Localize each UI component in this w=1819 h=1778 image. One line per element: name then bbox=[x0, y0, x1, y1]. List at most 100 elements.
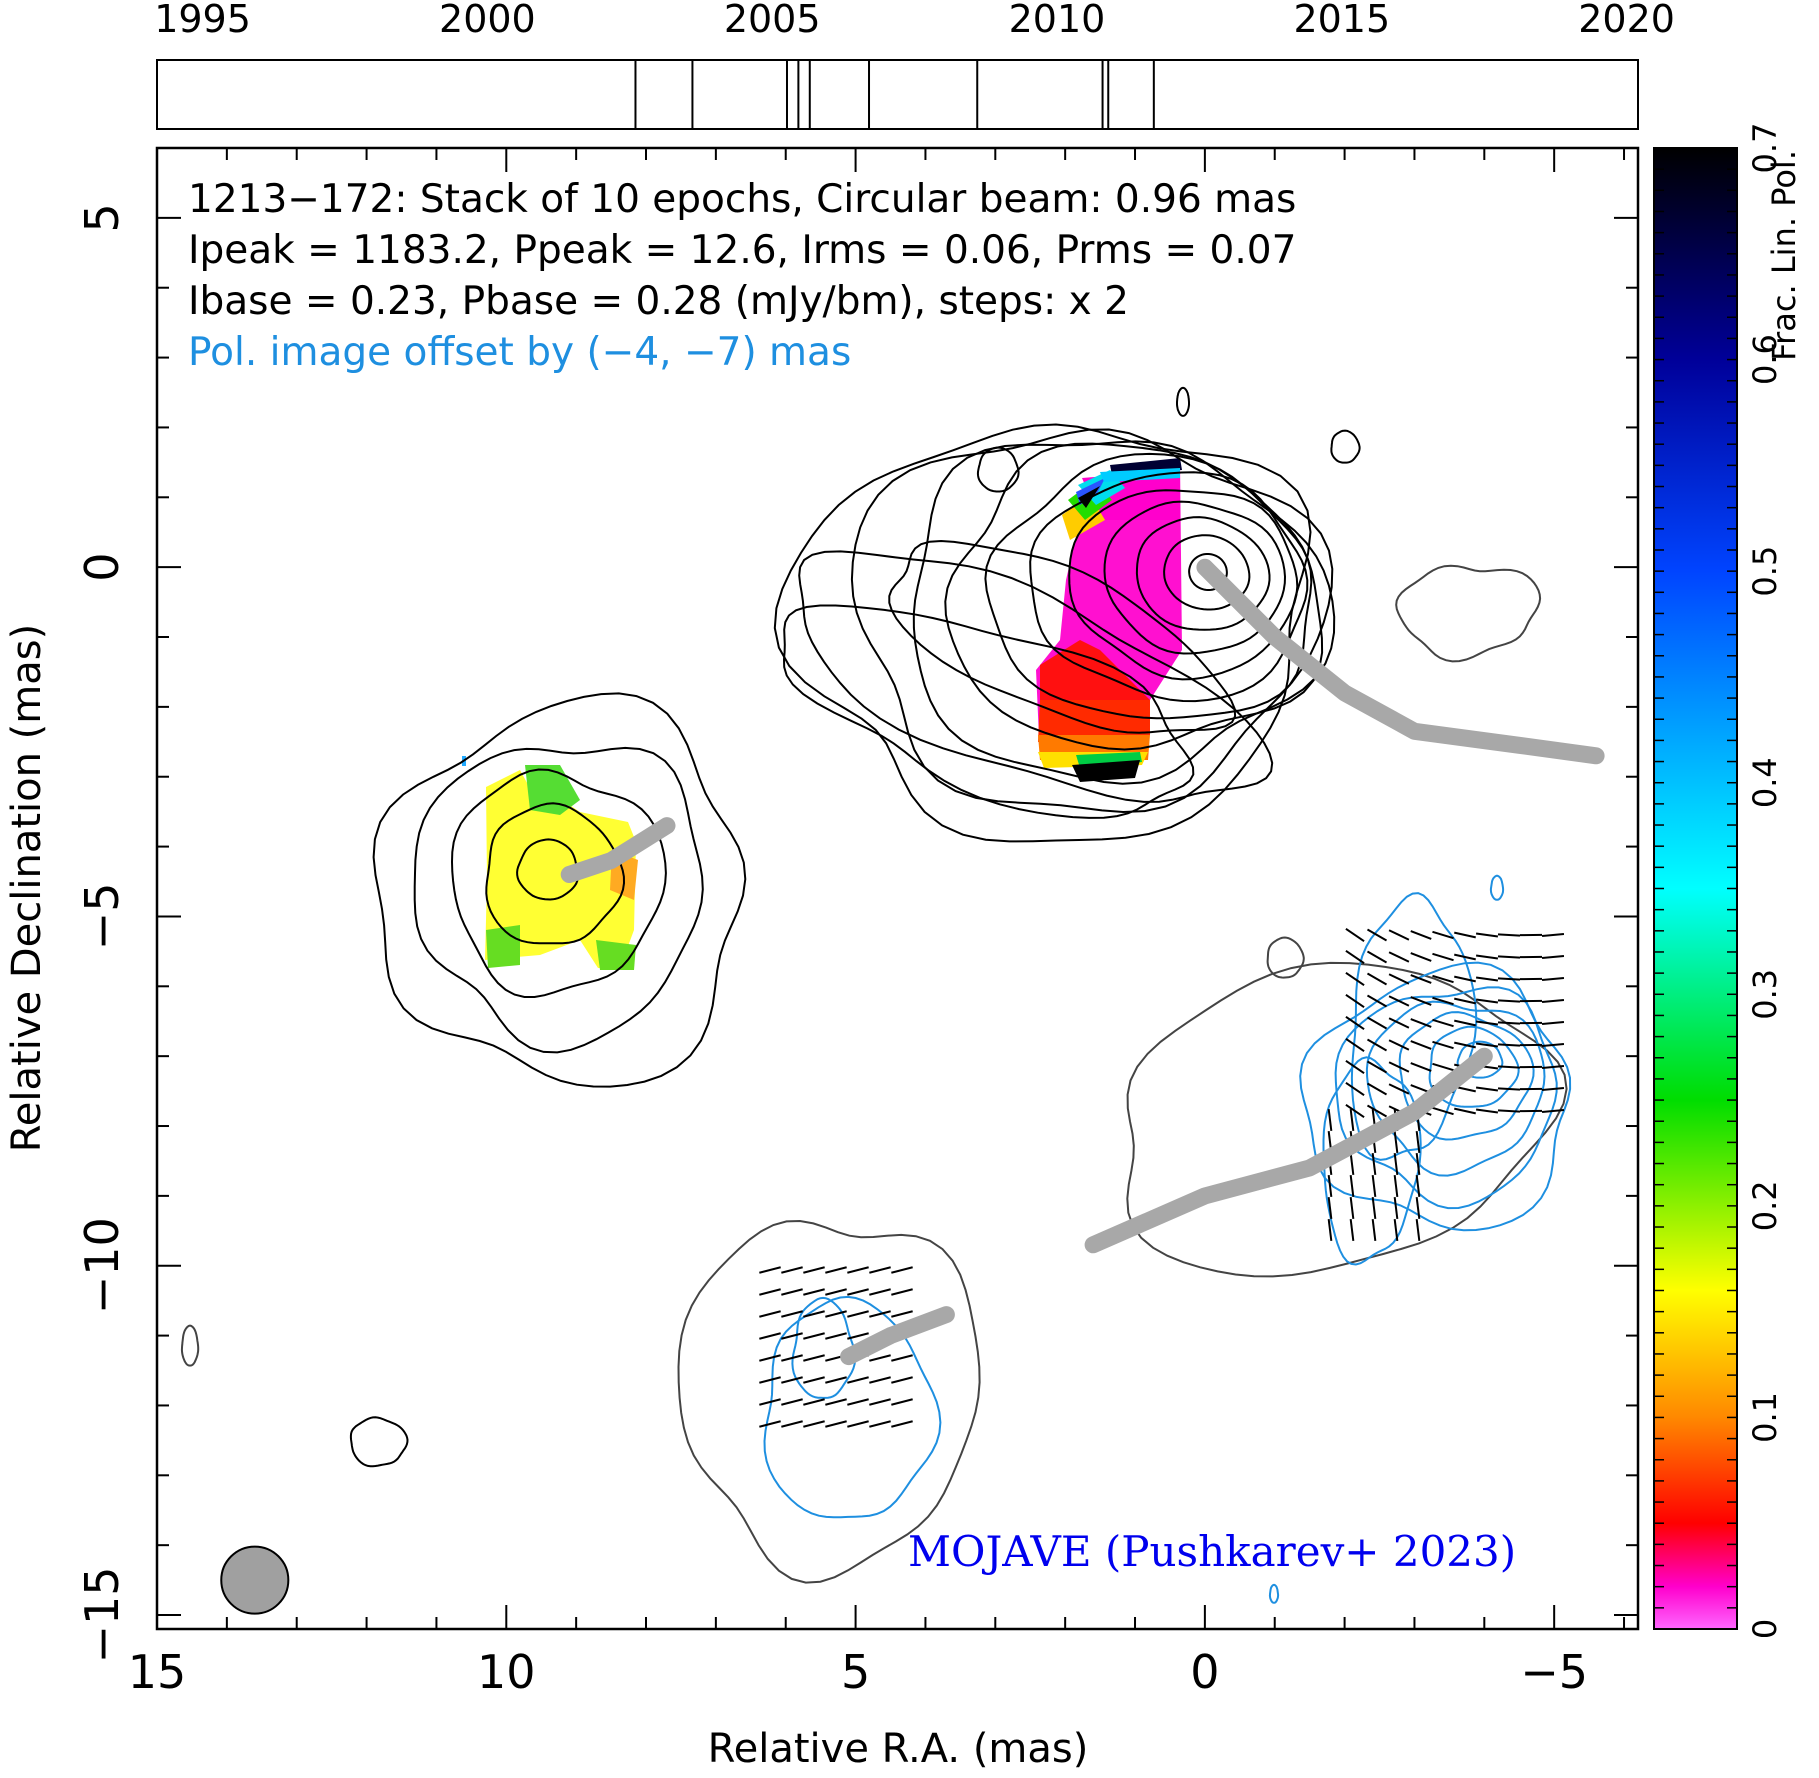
evpa-tick bbox=[1345, 949, 1365, 965]
evpa-tick bbox=[1388, 1017, 1410, 1029]
evpa-tick bbox=[1366, 950, 1388, 964]
evpa-tick bbox=[1371, 1152, 1377, 1176]
ridgeline bbox=[1196, 558, 1605, 765]
timeline-tick-label: 2000 bbox=[439, 0, 536, 41]
evpa-tick bbox=[1541, 1064, 1565, 1070]
colorbar-tick-label: 0.6 bbox=[1746, 334, 1784, 385]
x-tick-label: −5 bbox=[1520, 1645, 1588, 1699]
timeline-panel: 1995 2000 2005 2010 2015 2020 bbox=[154, 0, 1675, 130]
evpa-tick bbox=[1366, 972, 1388, 986]
evpa-tick bbox=[825, 1420, 847, 1428]
evpa-tick bbox=[847, 1420, 869, 1428]
title-line-2: Ipeak = 1183.2, Ppeak = 12.6, Irms = 0.0… bbox=[188, 228, 1296, 273]
evpa-tick bbox=[1366, 928, 1388, 942]
stokes-i-contour bbox=[798, 550, 1274, 803]
map-panel: 15 10 5 0 −5 −15 −10 −5 0 5 1213−172: Stack of 1… bbox=[4, 146, 1640, 1772]
evpa-tick bbox=[1327, 1174, 1333, 1198]
evpa-tick bbox=[1371, 1218, 1377, 1242]
evpa-tick bbox=[825, 1376, 847, 1384]
x-tick-label: 5 bbox=[841, 1645, 870, 1699]
y-tick-label: −10 bbox=[75, 1217, 129, 1314]
colorbar-tick-label: 0.5 bbox=[1746, 546, 1784, 597]
evpa-tick bbox=[1497, 1043, 1521, 1047]
timeline-tick-label: 2020 bbox=[1578, 0, 1675, 41]
evpa-tick bbox=[825, 1310, 847, 1318]
stokes-i-contour bbox=[1188, 553, 1228, 591]
evpa-tick bbox=[1349, 1218, 1355, 1242]
evpa-tick bbox=[1345, 927, 1365, 943]
timeline-tick-label: 1995 bbox=[154, 0, 251, 41]
evpa-tick bbox=[1393, 1218, 1399, 1242]
y-tick-label: −15 bbox=[75, 1566, 129, 1663]
evpa-tick bbox=[1345, 1081, 1365, 1097]
evpa-tick bbox=[869, 1354, 891, 1362]
evpa-tick bbox=[759, 1354, 781, 1362]
evpa-tick bbox=[1366, 1060, 1388, 1074]
evpa-tick bbox=[1432, 1062, 1454, 1072]
evpa-tick bbox=[847, 1266, 869, 1274]
evpa-tick bbox=[1475, 932, 1499, 938]
evpa-tick bbox=[781, 1420, 803, 1428]
evpa-tick bbox=[1388, 1039, 1410, 1051]
evpa-tick bbox=[803, 1310, 825, 1318]
evpa-tick bbox=[1388, 951, 1410, 963]
evpa-tick bbox=[1541, 1020, 1565, 1026]
evpa-tick bbox=[759, 1376, 781, 1384]
evpa-tick bbox=[869, 1288, 891, 1296]
stokes-i-contour bbox=[850, 428, 1334, 814]
evpa-tick bbox=[1349, 1196, 1355, 1220]
title-line-3: Ibase = 0.23, Pbase = 0.28 (mJy/bm), ste… bbox=[188, 279, 1129, 324]
pol-i-contour bbox=[1266, 936, 1305, 979]
ridgeline bbox=[840, 1306, 955, 1366]
fracpol-knot-pixels bbox=[462, 756, 638, 970]
evpa-tick bbox=[891, 1398, 913, 1406]
stokes-i-contour bbox=[1163, 534, 1251, 611]
evpa-tick bbox=[1497, 1087, 1521, 1091]
evpa-tick bbox=[1366, 1038, 1388, 1052]
evpa-tick bbox=[1432, 1040, 1454, 1050]
colorbar-ticks: 0 0.1 0.2 0.3 0.4 0.5 0.6 0.7 bbox=[1746, 123, 1784, 1640]
evpa-tick bbox=[803, 1288, 825, 1296]
colorbar-tick-label: 0.3 bbox=[1746, 969, 1784, 1020]
evpa-tick bbox=[1345, 1059, 1365, 1075]
evpa-tick bbox=[847, 1376, 869, 1384]
evpa-tick bbox=[1327, 1218, 1333, 1242]
evpa-tick bbox=[1454, 1107, 1476, 1115]
pol-i-contour bbox=[180, 1324, 200, 1367]
evpa-tick bbox=[1393, 1130, 1399, 1154]
stokes-i-contour bbox=[413, 746, 704, 1054]
evpa-tick bbox=[1541, 1086, 1565, 1092]
evpa-tick bbox=[1410, 996, 1432, 1006]
contours bbox=[180, 386, 1572, 1604]
evpa-tick bbox=[1371, 1174, 1377, 1198]
evpa-tick bbox=[1432, 1106, 1454, 1116]
evpa-tick bbox=[1497, 1021, 1521, 1025]
evpa-tick bbox=[1432, 1018, 1454, 1028]
timeline-tick-label: 2010 bbox=[1009, 0, 1106, 41]
x-tick-label: 15 bbox=[128, 1645, 187, 1699]
evpa-tick bbox=[1345, 993, 1365, 1009]
evpa-tick bbox=[803, 1376, 825, 1384]
evpa-tick bbox=[781, 1310, 803, 1318]
ridgeline bbox=[560, 817, 676, 883]
colorbar-tick-label: 0.2 bbox=[1746, 1180, 1784, 1231]
y-tick-label: −5 bbox=[75, 883, 129, 951]
evpa-tick bbox=[1454, 997, 1476, 1005]
stokes-i-contour bbox=[1135, 516, 1271, 631]
evpa-tick bbox=[1454, 1019, 1476, 1027]
colorbar-bands bbox=[1654, 147, 1737, 1630]
credit-label: MOJAVE (Pushkarev+ 2023) bbox=[908, 1527, 1516, 1576]
evpa-tick bbox=[759, 1420, 781, 1428]
stokes-i-contour bbox=[516, 838, 580, 901]
colorbar-gradient bbox=[1654, 148, 1737, 1629]
evpa-tick bbox=[1410, 1062, 1432, 1072]
evpa-tick bbox=[1475, 998, 1499, 1004]
stokes-i-contour bbox=[888, 539, 1237, 734]
evpa-tick bbox=[1541, 976, 1565, 982]
evpa-tick bbox=[781, 1266, 803, 1274]
evpa-tick bbox=[1497, 999, 1521, 1003]
evpa-tick bbox=[869, 1376, 891, 1384]
evpa-tick bbox=[1541, 932, 1565, 938]
evpa-tick bbox=[1366, 994, 1388, 1008]
timeline-epochs bbox=[634, 60, 1155, 129]
